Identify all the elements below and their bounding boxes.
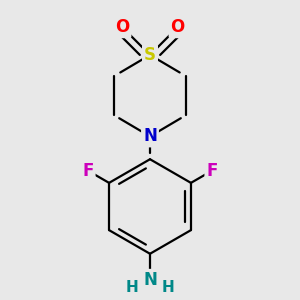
Text: N: N [143, 271, 157, 289]
Text: H: H [126, 280, 138, 296]
Text: H: H [162, 280, 174, 296]
Text: S: S [144, 46, 156, 64]
Text: F: F [82, 162, 94, 180]
Text: O: O [115, 18, 129, 36]
Text: N: N [143, 128, 157, 146]
Text: F: F [206, 162, 218, 180]
Text: O: O [171, 18, 185, 36]
